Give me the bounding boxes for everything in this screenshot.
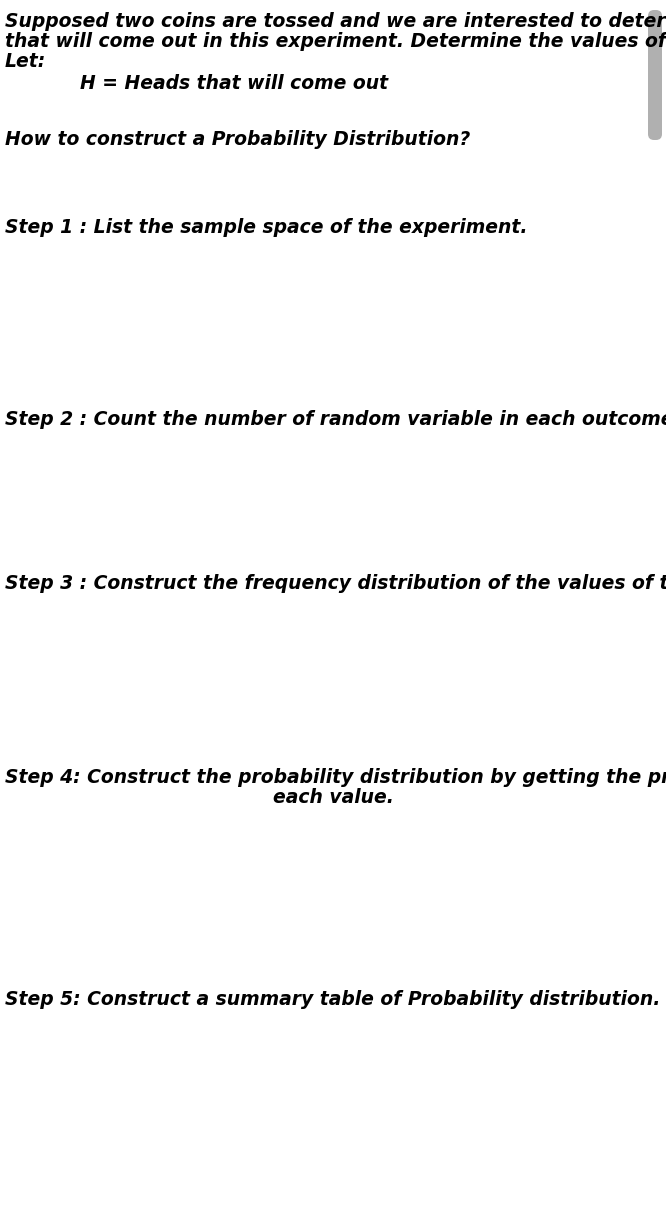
Text: Step 4: Construct the probability distribution by getting the probability of occ: Step 4: Construct the probability distri… <box>5 767 666 787</box>
Text: that will come out in this experiment. Determine the values of random variable.: that will come out in this experiment. D… <box>5 32 666 51</box>
Text: Step 1 : List the sample space of the experiment.: Step 1 : List the sample space of the ex… <box>5 218 527 237</box>
FancyBboxPatch shape <box>648 10 662 141</box>
Text: Let:: Let: <box>5 53 46 71</box>
Text: H = Heads that will come out: H = Heads that will come out <box>80 75 388 93</box>
Text: each value.: each value. <box>272 788 394 807</box>
Text: Step 5: Construct a summary table of Probability distribution.: Step 5: Construct a summary table of Pro… <box>5 990 661 1009</box>
Text: How to construct a Probability Distribution?: How to construct a Probability Distribut… <box>5 130 470 149</box>
Text: Supposed two coins are tossed and we are interested to determine the number of h: Supposed two coins are tossed and we are… <box>5 12 666 31</box>
Text: Step 2 : Count the number of random variable in each outcome.: Step 2 : Count the number of random vari… <box>5 411 666 429</box>
Text: Step 3 : Construct the frequency distribution of the values of the random variab: Step 3 : Construct the frequency distrib… <box>5 574 666 593</box>
